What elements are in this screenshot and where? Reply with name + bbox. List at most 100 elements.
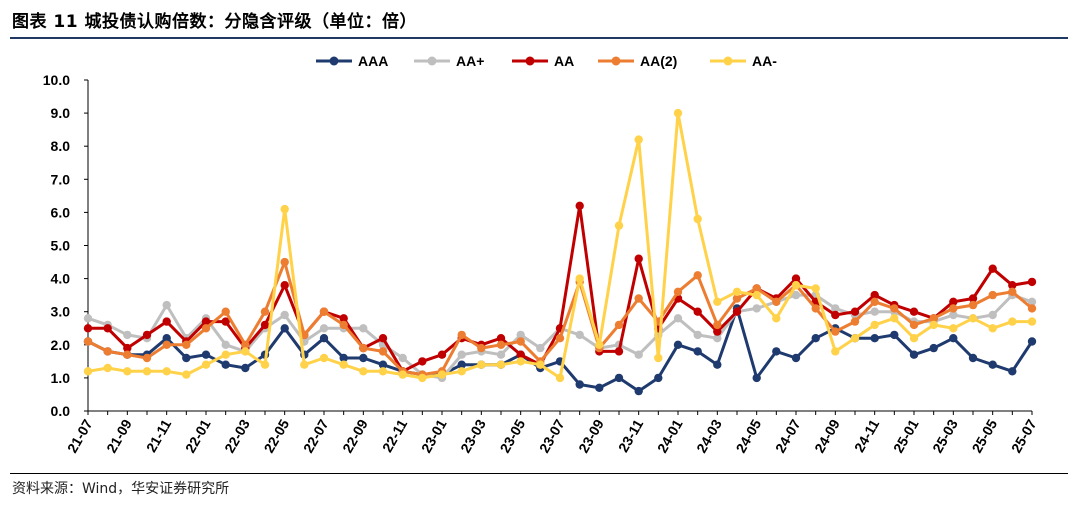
x-tick-label: 25-01 <box>890 416 922 455</box>
data-point <box>162 317 171 326</box>
data-point <box>713 334 722 343</box>
series-AA- <box>83 108 1037 383</box>
data-point <box>555 373 565 383</box>
x-tick-label: 24-01 <box>654 416 686 455</box>
data-point <box>831 304 840 313</box>
data-point <box>201 360 211 369</box>
y-tick-label: 9.0 <box>51 105 71 121</box>
data-point <box>929 343 938 353</box>
data-point <box>162 367 171 376</box>
data-point <box>791 274 801 283</box>
data-point <box>673 108 683 118</box>
data-point <box>319 334 329 343</box>
data-point <box>634 254 643 263</box>
data-point <box>142 353 152 363</box>
data-point <box>968 300 978 310</box>
x-tick-label: 22-01 <box>182 416 214 455</box>
x-tick-label: 22-09 <box>339 416 371 455</box>
data-point <box>201 350 211 359</box>
data-point <box>516 357 525 366</box>
x-tick-label: 25-05 <box>969 416 1001 455</box>
data-point <box>831 310 840 320</box>
data-point <box>752 373 761 383</box>
data-point <box>968 353 978 363</box>
x-tick-label: 24-03 <box>693 416 725 455</box>
data-point <box>123 367 132 376</box>
data-point <box>575 380 584 389</box>
data-point <box>850 307 860 316</box>
data-point <box>673 287 683 296</box>
data-point <box>83 337 93 346</box>
source-note: 资料来源：Wind，华安证券研究所 <box>12 481 230 497</box>
data-point <box>536 360 545 369</box>
data-point <box>162 334 171 343</box>
data-point <box>221 360 230 369</box>
data-point <box>280 281 289 290</box>
data-point <box>280 204 289 214</box>
data-point <box>791 290 801 300</box>
data-point <box>634 350 643 359</box>
data-point <box>437 370 447 379</box>
data-point <box>496 334 506 343</box>
data-point <box>713 297 722 306</box>
y-tick-label: 0.0 <box>51 403 71 419</box>
data-point <box>693 271 702 280</box>
x-tick-label: 24-09 <box>811 416 843 455</box>
data-point <box>988 324 997 333</box>
data-point <box>732 287 742 296</box>
data-point <box>634 386 643 396</box>
y-tick-label: 2.0 <box>51 337 71 353</box>
x-tick-label: 22-11 <box>379 416 410 455</box>
data-point <box>909 320 919 330</box>
legend-marker <box>329 56 339 66</box>
legend-marker <box>723 56 733 66</box>
data-point <box>182 353 191 363</box>
data-point <box>614 221 624 230</box>
data-point <box>496 350 506 359</box>
data-point <box>319 353 329 363</box>
data-point <box>83 324 93 333</box>
data-point <box>772 314 781 323</box>
x-tick-label: 25-03 <box>929 416 961 455</box>
data-point <box>339 360 348 369</box>
data-point <box>359 367 368 376</box>
y-tick-label: 7.0 <box>51 171 71 187</box>
data-point <box>575 201 584 210</box>
legend: AAA AA+ AA AA(2) AA- <box>316 53 777 69</box>
data-point <box>988 264 997 273</box>
legend-label: AA(2) <box>640 53 677 69</box>
legend-label: AA- <box>752 53 777 69</box>
data-point <box>1008 317 1017 326</box>
series-AA(2) <box>83 257 1037 379</box>
data-point <box>949 324 958 333</box>
data-point <box>103 363 112 373</box>
data-point <box>732 307 742 316</box>
data-point <box>634 294 643 303</box>
data-point <box>457 330 466 340</box>
data-point <box>280 324 289 333</box>
data-point <box>496 340 506 349</box>
data-point <box>359 343 368 353</box>
x-tick-label: 22-03 <box>221 416 253 455</box>
y-tick-label: 10.0 <box>43 72 70 88</box>
data-point <box>575 274 584 283</box>
data-point <box>1027 304 1037 313</box>
x-tick-label: 21-07 <box>64 416 96 455</box>
data-point <box>614 320 624 330</box>
data-point <box>752 284 761 293</box>
x-tick-label: 22-07 <box>300 416 332 455</box>
data-point <box>693 347 702 356</box>
data-point <box>1008 367 1017 376</box>
data-point <box>673 340 683 349</box>
data-point <box>988 360 997 369</box>
data-point <box>614 347 624 356</box>
data-point <box>1027 297 1037 306</box>
line-chart: AAA AA+ AA AA(2) AA- 0.0 1.0 2.0 3.0 4.0 5.0 6.0 7.… <box>43 53 1040 456</box>
axes: 0.01.02.03.04.05.06.07.08.09.010.021-07 2… <box>43 72 1040 456</box>
data-point <box>103 347 112 356</box>
data-point <box>929 320 938 330</box>
data-point <box>870 297 879 306</box>
data-point <box>949 310 958 320</box>
data-point <box>890 330 899 340</box>
x-tick-label: 23-09 <box>575 416 607 455</box>
